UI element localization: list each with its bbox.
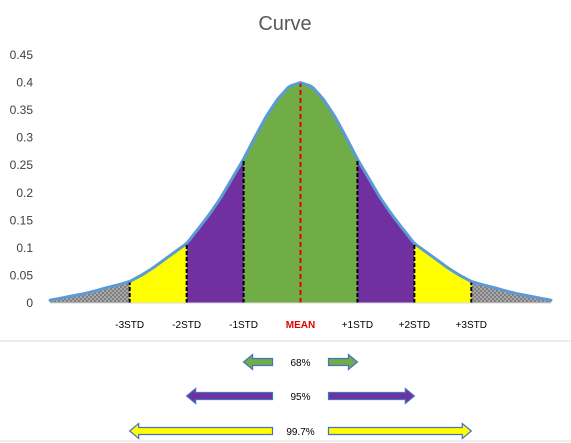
y-tick-label: 0.25 <box>10 158 34 172</box>
y-tick-label: 0.05 <box>10 268 34 282</box>
y-tick-label: 0.1 <box>16 241 33 255</box>
range-percent-label: 99.7% <box>286 427 314 438</box>
range-arrow-left <box>242 353 274 371</box>
band-area <box>414 243 472 303</box>
curve-line <box>48 81 553 302</box>
y-tick-label: 0.3 <box>16 131 33 145</box>
x-axis: -3STD -2STD -1STD MEAN +1STD +2STD +3STD <box>0 302 571 442</box>
coverage-ranges: 68% 95% 99.7% <box>128 353 473 440</box>
y-axis: 0 0.05 0.1 0.15 0.2 0.25 0.3 0.35 0.4 0.45 <box>10 48 34 310</box>
range-arrow-right <box>327 353 359 371</box>
range-arrow-right <box>327 422 473 440</box>
band-area <box>186 159 244 303</box>
std-markers <box>128 83 473 303</box>
y-tick-label: 0.4 <box>16 76 33 90</box>
std-label: -1STD <box>229 320 258 331</box>
band-area <box>129 243 187 303</box>
band-area <box>357 159 415 303</box>
y-tick-label: 0 <box>26 296 33 310</box>
range-arrow-left <box>128 422 274 440</box>
std-label: -3STD <box>115 320 144 331</box>
distribution-curve <box>48 81 553 302</box>
std-label: +2STD <box>399 320 430 331</box>
std-label: -2STD <box>172 320 201 331</box>
y-tick-label: 0.15 <box>10 213 34 227</box>
y-tick-label: 0.45 <box>10 48 34 62</box>
distribution-bands <box>50 82 551 303</box>
y-tick-label: 0.35 <box>10 103 34 117</box>
range-percent-label: 95% <box>290 392 310 403</box>
range-arrow-left <box>185 387 274 405</box>
range-percent-label: 68% <box>290 358 310 369</box>
std-label: +3STD <box>456 320 487 331</box>
chart-title: Curve <box>258 13 311 35</box>
y-tick-label: 0.2 <box>16 186 33 200</box>
range-arrow-right <box>327 387 416 405</box>
mean-label: MEAN <box>286 320 315 331</box>
std-label: +1STD <box>342 320 373 331</box>
band-area <box>243 82 358 303</box>
